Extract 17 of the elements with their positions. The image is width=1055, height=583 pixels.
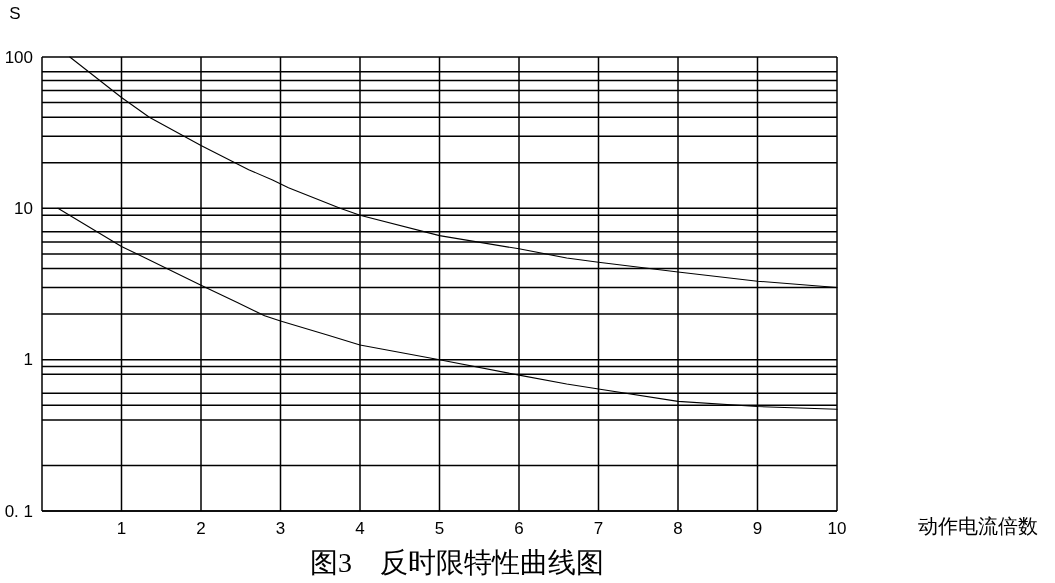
y-tick-label: 100 — [4, 47, 33, 67]
x-tick-label: 8 — [673, 518, 683, 538]
y-tick-label: 1 — [23, 350, 33, 370]
caption: 图3 反时限特性曲线图 — [310, 546, 604, 578]
x-tick-label: 3 — [275, 518, 286, 538]
x-tick-label: 1 — [116, 518, 127, 538]
x-tick-label: 7 — [593, 518, 604, 538]
x-tick-label: 5 — [434, 518, 445, 538]
x-axis-title: 动作电流倍数 — [918, 515, 1038, 537]
y-tick-label: 0. 1 — [4, 501, 33, 521]
x-tick-label: 2 — [196, 518, 206, 538]
y-axis-title: S — [9, 3, 21, 23]
x-tick-label: 10 — [827, 518, 847, 538]
x-tick-label: 6 — [514, 518, 524, 538]
x-tick-label: 4 — [355, 518, 365, 538]
x-tick-label: 9 — [752, 518, 763, 538]
y-tick-label: 10 — [14, 198, 33, 218]
